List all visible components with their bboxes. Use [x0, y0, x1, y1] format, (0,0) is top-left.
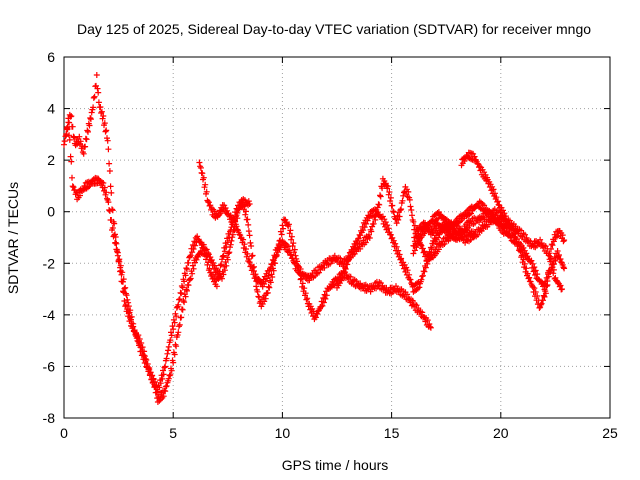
x-tick-label: 25	[602, 425, 618, 441]
data-series	[61, 72, 568, 405]
y-tick-label: -8	[43, 410, 56, 426]
y-axis-label: SDTVAR / TECUs	[5, 182, 21, 294]
y-tick-label: -6	[43, 358, 56, 374]
series-markers	[61, 115, 434, 405]
y-tick-label: 2	[47, 152, 55, 168]
series-sat-b	[63, 72, 253, 395]
x-tick-label: 5	[169, 425, 177, 441]
plot-frame	[63, 56, 611, 419]
series-markers	[63, 72, 253, 395]
y-ticks: -8 -6 -4 -2 0 2 4 6	[43, 49, 610, 426]
grid	[64, 57, 610, 418]
series-markers	[410, 209, 513, 257]
y-tick-label: -2	[43, 255, 56, 271]
x-ticks: 0 5 10 15 20 25	[60, 57, 618, 441]
y-tick-label: 0	[47, 204, 55, 220]
x-tick-label: 10	[275, 425, 291, 441]
x-tick-label: 0	[60, 425, 68, 441]
series-sat-g	[410, 209, 513, 257]
x-axis-label: GPS time / hours	[282, 457, 389, 473]
y-tick-label: 4	[47, 101, 55, 117]
x-tick-label: 20	[493, 425, 509, 441]
x-tick-label: 15	[384, 425, 400, 441]
y-tick-label: 6	[47, 49, 55, 65]
y-tick-label: -4	[43, 307, 56, 323]
chart-title: Day 125 of 2025, Sidereal Day-to-day VTE…	[77, 21, 591, 37]
series-sat-a	[61, 115, 434, 405]
